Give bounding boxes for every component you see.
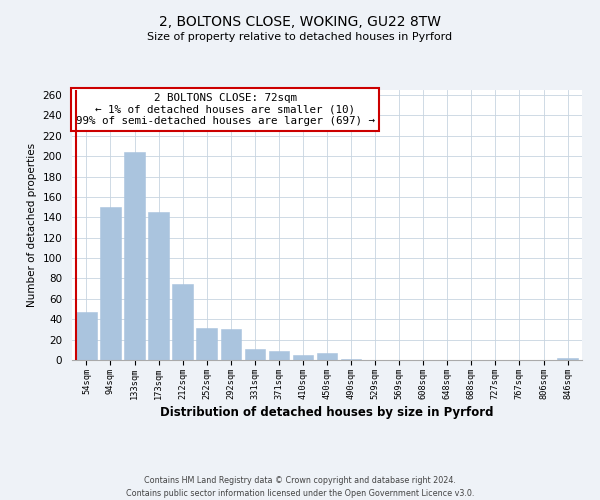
Bar [172,284,193,360]
Bar [100,207,121,360]
Bar [196,328,217,360]
Bar [293,355,313,360]
Bar [317,353,337,360]
Text: Size of property relative to detached houses in Pyrford: Size of property relative to detached ho… [148,32,452,42]
Y-axis label: Number of detached properties: Number of detached properties [27,143,37,307]
Bar [557,358,578,360]
Text: Contains HM Land Registry data © Crown copyright and database right 2024.
Contai: Contains HM Land Registry data © Crown c… [126,476,474,498]
Bar [124,152,145,360]
X-axis label: Distribution of detached houses by size in Pyrford: Distribution of detached houses by size … [160,406,494,419]
Bar [221,330,241,360]
Bar [269,351,289,360]
Bar [76,312,97,360]
Bar [148,212,169,360]
Bar [341,359,361,360]
Text: 2 BOLTONS CLOSE: 72sqm
← 1% of detached houses are smaller (10)
99% of semi-deta: 2 BOLTONS CLOSE: 72sqm ← 1% of detached … [76,92,374,126]
Bar [245,349,265,360]
Text: 2, BOLTONS CLOSE, WOKING, GU22 8TW: 2, BOLTONS CLOSE, WOKING, GU22 8TW [159,15,441,29]
